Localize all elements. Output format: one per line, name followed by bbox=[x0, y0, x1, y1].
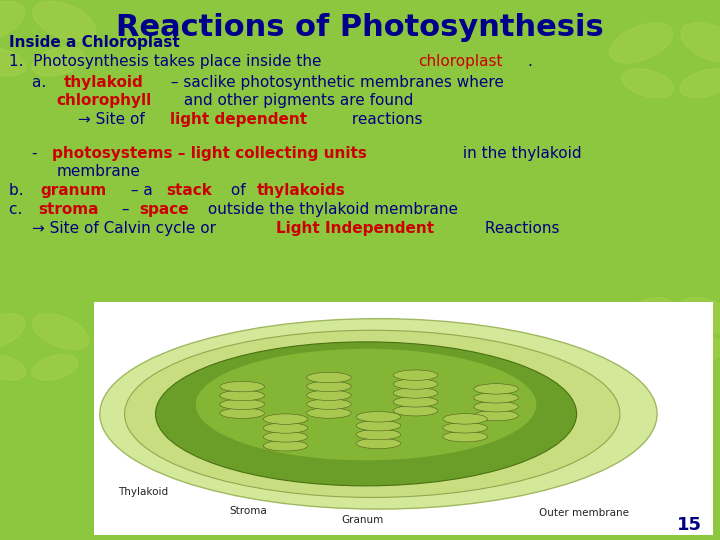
Ellipse shape bbox=[32, 48, 84, 76]
Text: outside the thylakoid membrane: outside the thylakoid membrane bbox=[203, 202, 458, 217]
Text: –: – bbox=[117, 202, 134, 217]
Ellipse shape bbox=[474, 401, 518, 412]
Text: 1.  Photosynthesis takes place inside the: 1. Photosynthesis takes place inside the bbox=[9, 54, 326, 69]
Text: Stroma: Stroma bbox=[230, 506, 268, 516]
Text: light dependent: light dependent bbox=[170, 112, 307, 127]
Text: in the thylakoid: in the thylakoid bbox=[459, 146, 582, 161]
Ellipse shape bbox=[220, 381, 264, 392]
Ellipse shape bbox=[156, 342, 577, 486]
Text: → Site of: → Site of bbox=[78, 112, 149, 127]
Text: chloroplast: chloroplast bbox=[418, 54, 503, 69]
Text: -: - bbox=[32, 146, 48, 161]
Ellipse shape bbox=[33, 1, 96, 42]
Ellipse shape bbox=[617, 298, 673, 333]
Ellipse shape bbox=[125, 330, 620, 497]
Text: stroma: stroma bbox=[38, 202, 99, 217]
Ellipse shape bbox=[264, 441, 308, 451]
Text: → Site of Calvin cycle or: → Site of Calvin cycle or bbox=[32, 221, 221, 236]
Ellipse shape bbox=[356, 411, 401, 422]
Ellipse shape bbox=[393, 396, 438, 407]
Ellipse shape bbox=[307, 408, 351, 418]
Ellipse shape bbox=[443, 431, 487, 442]
Ellipse shape bbox=[474, 393, 518, 403]
Ellipse shape bbox=[307, 381, 351, 391]
Ellipse shape bbox=[32, 314, 89, 349]
Text: Inside a Chloroplast: Inside a Chloroplast bbox=[9, 35, 179, 50]
Ellipse shape bbox=[393, 379, 438, 389]
Text: .: . bbox=[527, 54, 532, 69]
Text: c.: c. bbox=[9, 202, 32, 217]
Text: – a: – a bbox=[125, 183, 157, 198]
Text: of: of bbox=[225, 183, 250, 198]
Ellipse shape bbox=[264, 414, 308, 424]
Text: membrane: membrane bbox=[56, 164, 140, 179]
Text: space: space bbox=[139, 202, 189, 217]
Ellipse shape bbox=[0, 48, 26, 76]
Ellipse shape bbox=[307, 372, 351, 383]
Ellipse shape bbox=[307, 399, 351, 409]
Ellipse shape bbox=[220, 399, 264, 409]
Ellipse shape bbox=[356, 438, 401, 449]
Ellipse shape bbox=[0, 314, 25, 349]
Text: stack: stack bbox=[166, 183, 212, 198]
Ellipse shape bbox=[443, 423, 487, 433]
Ellipse shape bbox=[681, 23, 720, 63]
Ellipse shape bbox=[264, 423, 308, 433]
Text: a.: a. bbox=[32, 75, 56, 90]
Bar bbox=[94, 302, 713, 535]
Text: Reactions: Reactions bbox=[480, 221, 559, 236]
Ellipse shape bbox=[196, 349, 536, 460]
Ellipse shape bbox=[220, 390, 264, 401]
Text: chlorophyll: chlorophyll bbox=[56, 93, 151, 108]
Ellipse shape bbox=[264, 431, 308, 442]
Text: granum: granum bbox=[40, 183, 107, 198]
Ellipse shape bbox=[0, 1, 24, 42]
Text: 15: 15 bbox=[677, 516, 702, 534]
Ellipse shape bbox=[307, 390, 351, 401]
Ellipse shape bbox=[393, 388, 438, 398]
Ellipse shape bbox=[0, 355, 26, 380]
Ellipse shape bbox=[680, 69, 720, 98]
Ellipse shape bbox=[393, 406, 438, 416]
Ellipse shape bbox=[356, 421, 401, 431]
Ellipse shape bbox=[474, 410, 518, 421]
Text: b.: b. bbox=[9, 183, 33, 198]
Text: reactions: reactions bbox=[347, 112, 423, 127]
Ellipse shape bbox=[610, 23, 672, 63]
Text: thylakoids: thylakoids bbox=[257, 183, 346, 198]
Text: Light Independent: Light Independent bbox=[276, 221, 434, 236]
Ellipse shape bbox=[628, 339, 674, 364]
Ellipse shape bbox=[680, 339, 720, 364]
Text: photosystems – light collecting units: photosystems – light collecting units bbox=[52, 146, 367, 161]
Ellipse shape bbox=[356, 429, 401, 440]
Text: Reactions of Photosynthesis: Reactions of Photosynthesis bbox=[116, 14, 604, 43]
Ellipse shape bbox=[621, 69, 674, 98]
Ellipse shape bbox=[680, 298, 720, 333]
Text: Outer membrane: Outer membrane bbox=[539, 508, 629, 518]
Ellipse shape bbox=[393, 370, 438, 380]
Text: and other pigments are found: and other pigments are found bbox=[179, 93, 413, 108]
Ellipse shape bbox=[100, 319, 657, 509]
Text: Granum: Granum bbox=[341, 515, 384, 525]
Text: thylakoid: thylakoid bbox=[63, 75, 143, 90]
Ellipse shape bbox=[220, 408, 264, 418]
Ellipse shape bbox=[474, 384, 518, 394]
Text: Thylakoid: Thylakoid bbox=[118, 488, 168, 497]
Text: – saclike photosynthetic membranes where: – saclike photosynthetic membranes where bbox=[166, 75, 504, 90]
Ellipse shape bbox=[32, 355, 78, 380]
Ellipse shape bbox=[443, 414, 487, 424]
